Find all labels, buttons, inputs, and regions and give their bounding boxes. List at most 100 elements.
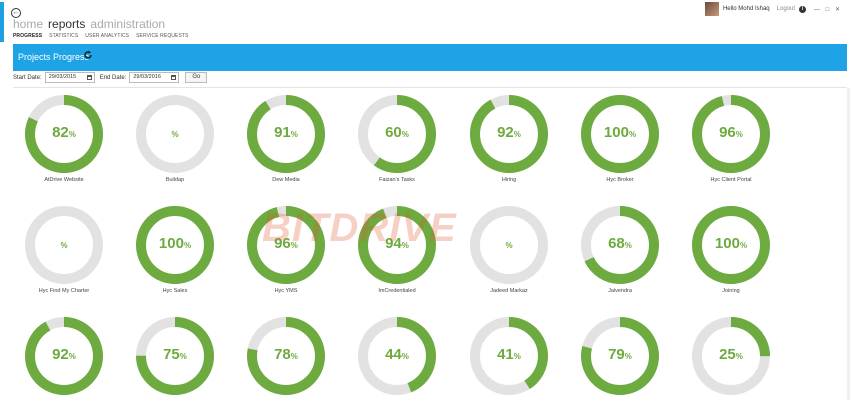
progress-percent: 94% <box>347 235 447 252</box>
project-name: Hyc Find My Charter <box>38 288 90 294</box>
project-card[interactable]: 96% Hyc Client Portal <box>681 90 781 198</box>
project-card[interactable]: 75% <box>125 312 225 400</box>
project-name: Faizan's Tasks <box>379 177 415 183</box>
progress-donut <box>136 95 214 173</box>
calendar-icon[interactable] <box>86 75 92 80</box>
progress-percent: 100% <box>125 235 225 252</box>
percent-value: 79 <box>608 346 625 363</box>
project-name: Buildap <box>165 177 185 183</box>
end-date-field[interactable]: 29/03/2016 <box>129 72 180 83</box>
project-card[interactable]: 92% <box>14 312 114 400</box>
project-card[interactable]: 44% <box>347 312 447 400</box>
refresh-icon[interactable] <box>83 50 93 60</box>
progress-donut <box>692 206 770 284</box>
project-card[interactable]: 82% AtDrive Website <box>14 90 114 198</box>
start-date-label: Start Date: <box>13 74 42 81</box>
progress-percent: 92% <box>459 124 559 141</box>
project-card[interactable]: 94% ImCredentialed <box>347 201 447 309</box>
percent-value: 68 <box>608 235 625 252</box>
logout-link[interactable]: Logout <box>776 6 795 12</box>
progress-donut <box>581 95 659 173</box>
calendar-icon[interactable] <box>171 75 177 80</box>
info-icon[interactable]: i <box>799 5 806 13</box>
progress-percent: 25% <box>681 346 781 363</box>
project-card[interactable]: 91% Dew Media <box>236 90 336 198</box>
go-button[interactable]: Go <box>185 72 208 83</box>
date-filter: Start Date: 29/03/2015 End Date: 29/03/2… <box>13 72 208 83</box>
percent-value: 91 <box>274 124 291 141</box>
project-card[interactable]: 68% Jaivendra <box>570 201 670 309</box>
project-name: Hiring <box>501 177 517 183</box>
project-card[interactable]: 60% Faizan's Tasks <box>347 90 447 198</box>
donut-progress-arc <box>470 317 548 395</box>
nav-reports[interactable]: reports <box>48 17 86 31</box>
project-card[interactable]: 100% Joining <box>681 201 781 309</box>
project-name: AtDrive Website <box>44 177 84 183</box>
percent-symbol: % <box>624 241 632 250</box>
project-name: Joining <box>722 288 740 294</box>
nav-administration[interactable]: administration <box>90 17 166 31</box>
tab-statistics[interactable]: STATISTICS <box>49 33 79 39</box>
avatar[interactable] <box>704 2 719 16</box>
project-card[interactable]: 100% Hyc Sales <box>125 201 225 309</box>
scrollbar[interactable] <box>847 88 850 400</box>
project-card[interactable]: % Buildap <box>125 90 225 198</box>
progress-donut <box>470 206 548 284</box>
percent-value: 75 <box>163 346 180 363</box>
project-card[interactable]: 25% <box>681 312 781 400</box>
donut-track <box>136 95 214 173</box>
end-date-label: End Date: <box>99 74 127 81</box>
progress-donut <box>136 317 214 395</box>
back-arrow-icon[interactable]: ← <box>11 8 21 18</box>
tab-user-analytics[interactable]: USER ANALYTICS <box>85 33 130 39</box>
donut-track <box>470 206 548 284</box>
project-name: Hyc Client Portal <box>710 177 752 183</box>
progress-percent: 60% <box>347 124 447 141</box>
progress-donut <box>692 95 770 173</box>
project-name: Jadeed Markaz <box>490 288 528 294</box>
tab-service-requests[interactable]: SERVICE REQUESTS <box>136 33 189 39</box>
start-date-field[interactable]: 29/03/2015 <box>44 72 95 83</box>
project-name: Jaivendra <box>608 288 632 294</box>
percent-value: 60 <box>385 124 402 141</box>
nav-home[interactable]: home <box>13 17 44 31</box>
progress-percent: 92% <box>14 346 114 363</box>
project-card[interactable]: % Jadeed Markaz <box>459 201 559 309</box>
progress-donut <box>581 317 659 395</box>
percent-value: 92 <box>52 346 69 363</box>
side-tab[interactable] <box>0 2 4 42</box>
progress-percent: 75% <box>125 346 225 363</box>
project-card[interactable]: 100% Hyc Broker <box>570 90 670 198</box>
project-card[interactable]: % Hyc Find My Charter <box>14 201 114 309</box>
project-card[interactable]: 79% <box>570 312 670 400</box>
user-greeting: Hello Mohd Ishaq <box>722 6 770 12</box>
percent-symbol: % <box>505 241 513 250</box>
user-area: Hello Mohd Ishaq Logout i — □ ✕ <box>704 2 842 16</box>
donut-progress-arc <box>358 206 436 284</box>
percent-symbol: % <box>628 130 637 139</box>
project-card[interactable]: 96% Hyc YMS <box>236 201 336 309</box>
percent-symbol: % <box>171 130 179 139</box>
tab-progress[interactable]: PROGRESS <box>13 33 43 39</box>
donut-progress-arc <box>358 95 436 173</box>
progress-percent: % <box>14 241 114 250</box>
percent-value: 78 <box>274 346 291 363</box>
window-controls[interactable]: — □ ✕ <box>814 6 842 13</box>
progress-percent: 44% <box>347 346 447 363</box>
donut-progress-arc <box>581 317 659 395</box>
project-card[interactable]: 41% <box>459 312 559 400</box>
project-card[interactable]: 92% Hiring <box>459 90 559 198</box>
percent-symbol: % <box>513 130 521 139</box>
progress-donut <box>25 206 103 284</box>
percent-symbol: % <box>60 241 68 250</box>
donut-progress-arc <box>247 317 325 395</box>
progress-donut <box>358 317 436 395</box>
project-card[interactable]: 78% <box>236 312 336 400</box>
project-name: Hyc Sales <box>162 288 188 294</box>
progress-percent: 78% <box>236 346 336 363</box>
percent-value: 82 <box>52 124 69 141</box>
progress-donut <box>247 95 325 173</box>
donut-progress-arc <box>25 317 103 395</box>
donut-progress-arc <box>692 317 770 395</box>
